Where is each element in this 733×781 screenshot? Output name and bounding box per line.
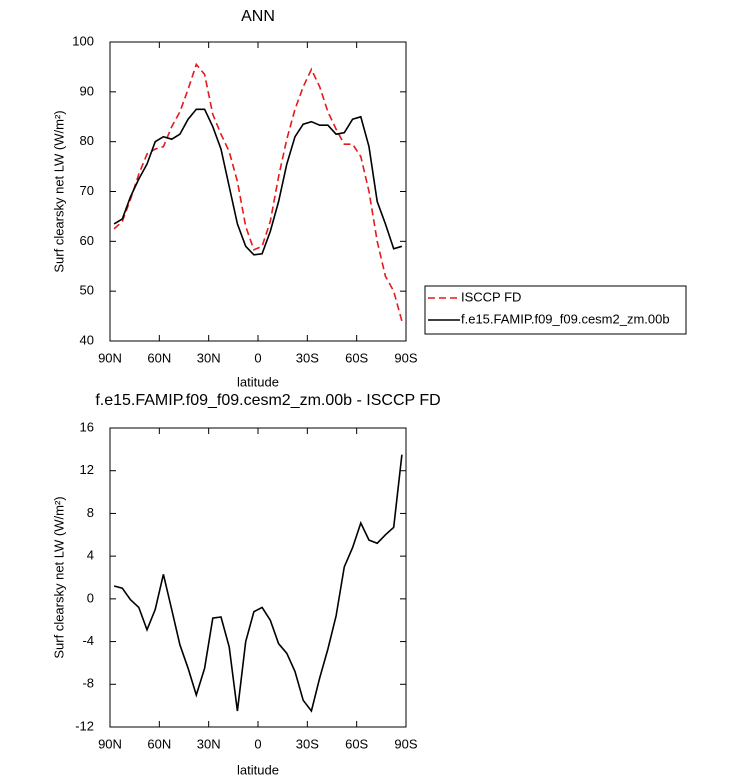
x-tick-label: 30N [197, 350, 221, 365]
y-tick-label: 60 [80, 233, 94, 248]
y-tick-label: 100 [72, 33, 94, 48]
x-tick-label: 90S [394, 736, 417, 751]
y-axis-label: Surf clearsky net LW (W/m²) [51, 496, 66, 658]
x-axis-label: latitude [237, 374, 279, 389]
y-tick-label: 50 [80, 283, 94, 298]
y-tick-label: 4 [87, 548, 94, 563]
legend-box [424, 285, 687, 335]
legend-label: ISCCP FD [461, 289, 521, 304]
x-tick-label: 30S [296, 736, 319, 751]
plot-frame [109, 427, 407, 728]
y-tick-label: 12 [80, 462, 94, 477]
y-tick-label: 8 [87, 505, 94, 520]
legend-label: f.e15.FAMIP.f09_f09.cesm2_zm.00b [461, 311, 670, 326]
data-line [113, 454, 403, 713]
y-tick-label: -4 [82, 633, 94, 648]
y-tick-label: 16 [80, 419, 94, 434]
x-tick-label: 90N [98, 350, 122, 365]
x-axis-label: latitude [237, 762, 279, 777]
x-tick-label: 0 [254, 350, 261, 365]
y-axis-label: Surf clearsky net LW (W/m²) [51, 110, 66, 272]
y-tick-label: -8 [82, 676, 94, 691]
chart-title: f.e15.FAMIP.f09_f09.cesm2_zm.00b - ISCCP… [95, 392, 440, 409]
x-tick-label: 30S [296, 350, 319, 365]
y-tick-label: -12 [75, 718, 94, 733]
y-tick-label: 0 [87, 590, 94, 605]
x-tick-label: 0 [254, 736, 261, 751]
data-line [113, 108, 403, 256]
x-tick-label: 60N [147, 736, 171, 751]
x-tick-label: 30N [197, 736, 221, 751]
chart-title: ANN [241, 8, 275, 25]
x-tick-label: 60S [345, 736, 368, 751]
y-tick-label: 40 [80, 332, 94, 347]
data-line [113, 62, 403, 322]
x-tick-label: 90S [394, 350, 417, 365]
y-tick-label: 90 [80, 83, 94, 98]
plot-frame [109, 41, 407, 342]
y-tick-label: 70 [80, 183, 94, 198]
x-tick-label: 60S [345, 350, 368, 365]
x-tick-label: 90N [98, 736, 122, 751]
y-tick-label: 80 [80, 133, 94, 148]
x-tick-label: 60N [147, 350, 171, 365]
